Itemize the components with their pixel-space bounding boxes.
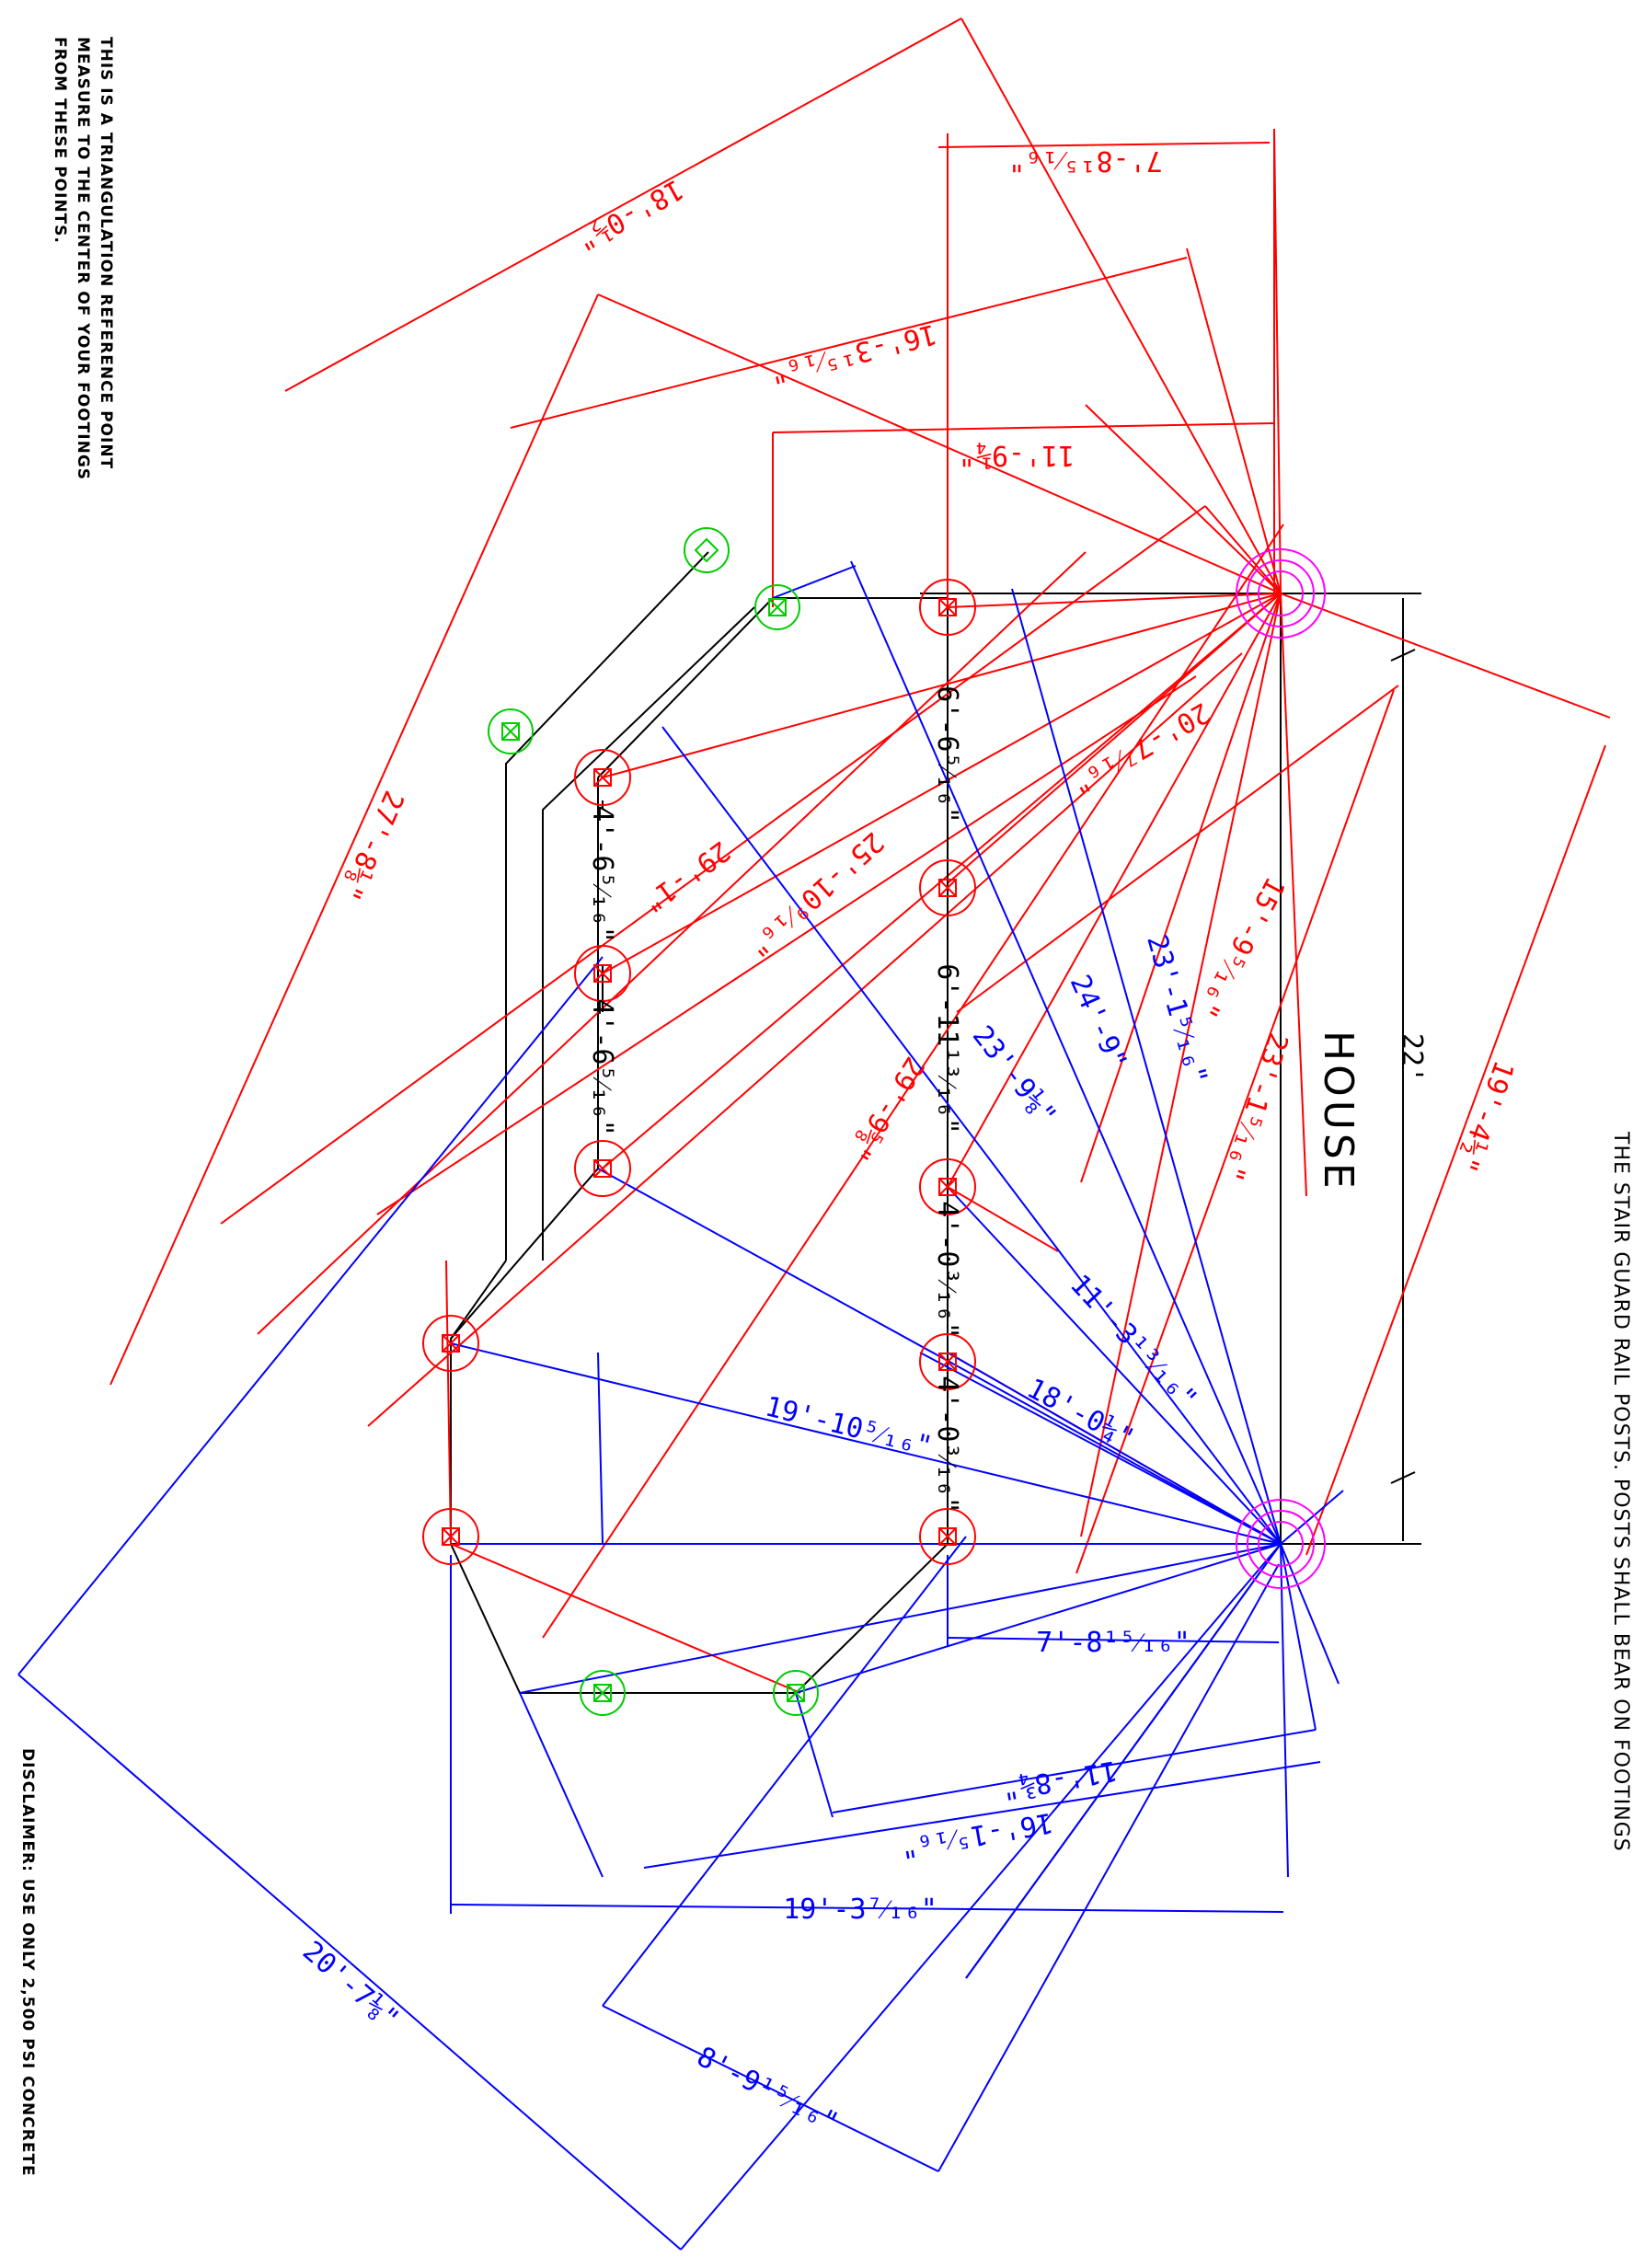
dim-6-11: 6'-11¹³⁄₁₆" (931, 963, 963, 1134)
dim-19-10: 19'-10⁵⁄₁₆" (762, 1390, 936, 1463)
footing (919, 1333, 976, 1390)
dim-18-0: 18'-0½" (571, 172, 689, 257)
left-notes: THIS IS A TRIANGULATION REFERENCE POINT … (51, 37, 115, 480)
note-line-2: MEASURE TO THE CENTER OF YOUR FOOTINGS (74, 37, 92, 480)
dim-19-3: 19'-3⁷⁄₁₆" (783, 1894, 937, 1926)
footing (919, 1158, 976, 1215)
note-line-3: FROM THESE POINTS. (51, 37, 69, 244)
blue-dim-labels: 24'-9" 23'-1⁵⁄₁₆" 23'-9⅛" 11'-3¹³⁄₁₆" 18… (296, 931, 1213, 2139)
footing (919, 579, 976, 636)
post (488, 708, 534, 754)
black-dim-labels: 6'-6⁵⁄₁₆" 6'-11¹³⁄₁₆" 4'-0³⁄₁₆" 4'-0³⁄₁₆… (586, 685, 963, 1514)
dim-29-9: 29'-9⅝" (842, 1051, 931, 1167)
dim-4-0-a: 4'-0³⁄₁₆" (931, 1201, 963, 1339)
reference-point-bottom (1236, 1499, 1326, 1589)
dim-20-7-blue: 20'-7⅛" (296, 1935, 405, 2035)
dim-7-8: 7'-8¹⁵⁄₁₆" (1008, 144, 1163, 177)
stair-note: THE STAIR GUARD RAIL POSTS. POSTS SHALL … (1609, 1131, 1632, 1852)
footing (919, 859, 976, 916)
post (754, 584, 800, 630)
dim-23-9: 23'-9⅛" (966, 1020, 1063, 1132)
dim-8-9: 8'-9¹⁵⁄₁₆" (692, 2041, 844, 2139)
house-width-dim: 22' (1396, 1033, 1428, 1083)
dim-24-9: 24'-9" (1064, 971, 1133, 1075)
dim-11-8: 11'-8¾" (999, 1754, 1120, 1805)
dim-16-3: 16'-3¹⁵⁄₁₆" (766, 317, 940, 390)
disclaimer: DISCLAIMER: USE ONLY 2,500 PSI CONCRETE (18, 1748, 37, 2177)
footings (422, 579, 976, 1565)
dim-19-4: 19'-4½" (1450, 1056, 1520, 1177)
post (580, 1670, 626, 1716)
footing (422, 1508, 479, 1565)
post (773, 1670, 819, 1716)
red-dimension-lines (109, 17, 1611, 1694)
footing (574, 749, 631, 806)
dim-18-0-blue: 18'-0¼" (1021, 1372, 1139, 1455)
dim-6-6: 6'-6⁵⁄₁₆" (931, 685, 963, 823)
posts (488, 527, 819, 1716)
footing (574, 945, 631, 1002)
dim-27-8: 27'-8⅛" (333, 786, 409, 905)
dim-11-9: 11'-9¼" (959, 439, 1075, 471)
red-dim-labels: 18'-0½" 7'-8¹⁵⁄₁₆" 16'-3¹⁵⁄₁₆" 11'-9¼" 2… (333, 144, 1520, 1185)
blue-dimension-lines (17, 560, 1344, 2251)
footing (422, 1315, 479, 1372)
footing (919, 1508, 976, 1565)
dim-7-8-blue: 7'-8¹⁵⁄₁₆" (1036, 1627, 1190, 1659)
dim-16-1: 16'-1⁵⁄₁₆" (898, 1806, 1055, 1865)
house-label: HOUSE (1315, 1030, 1362, 1192)
post (684, 527, 730, 573)
footing (574, 1140, 631, 1197)
dim-23-1-red: 23'-1⁵⁄₁₆" (1215, 1029, 1294, 1185)
dim-4-0-b: 4'-0³⁄₁₆" (931, 1376, 963, 1514)
reference-point-top (1236, 548, 1326, 639)
dim-4-6-a: 4'-6⁵⁄₁₆" (586, 805, 618, 943)
note-line-1: THIS IS A TRIANGULATION REFERENCE POINT (97, 37, 115, 469)
dim-4-6-b: 4'-6⁵⁄₁₆" (586, 998, 618, 1136)
